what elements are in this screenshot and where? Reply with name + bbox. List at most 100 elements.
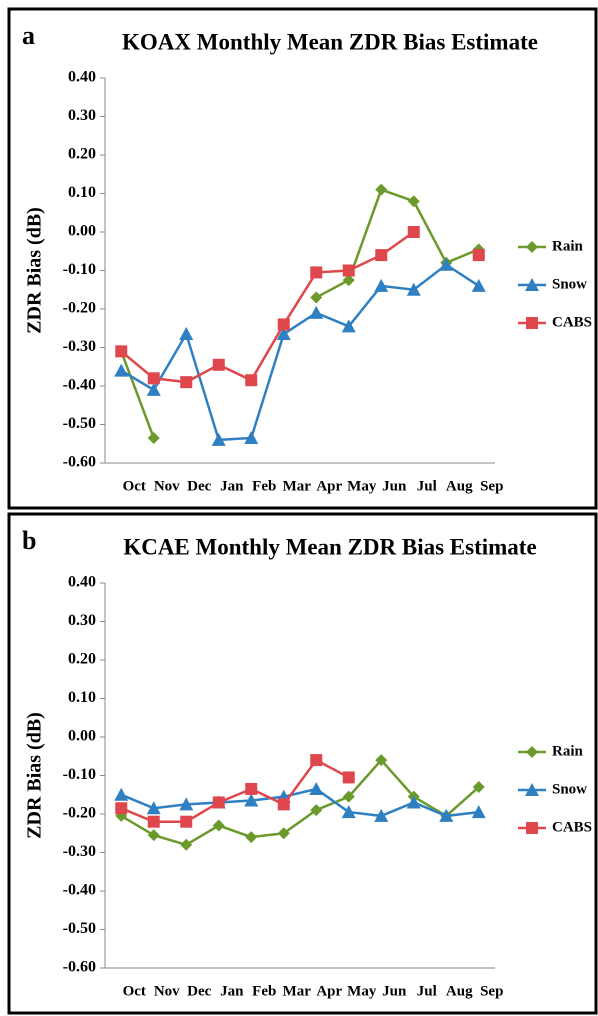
legend-marker	[526, 746, 538, 758]
triangle-marker	[406, 282, 421, 296]
y-tick-label: -0.50	[63, 920, 96, 937]
triangle-marker	[309, 305, 324, 319]
diamond-marker	[342, 274, 355, 287]
diamond-marker	[310, 804, 323, 817]
square-marker	[277, 798, 290, 811]
diamond-marker	[147, 829, 160, 842]
square-marker	[375, 249, 388, 262]
y-tick-label: -0.20	[63, 300, 96, 317]
triangle-marker	[406, 795, 421, 809]
series-line	[120, 188, 480, 439]
x-tick-label: Jan	[220, 478, 244, 494]
triangle-marker	[146, 382, 161, 396]
y-tick-label: -0.10	[63, 766, 96, 783]
diamond-marker	[147, 431, 160, 444]
triangle-marker	[244, 793, 259, 807]
square-marker	[147, 815, 160, 828]
diamond-marker	[407, 195, 420, 208]
triangle-marker	[211, 432, 226, 446]
x-tick-label: Jun	[382, 983, 407, 999]
diamond-marker	[277, 827, 290, 840]
diamond-marker	[472, 781, 485, 794]
triangle-marker	[439, 257, 454, 271]
x-tick-label: Sep	[480, 983, 503, 999]
square-marker	[147, 372, 160, 385]
y-tick-label: 0.10	[68, 689, 96, 706]
diamond-marker	[245, 831, 258, 844]
legend-label: Snow	[552, 276, 587, 292]
x-tick-label: Oct	[123, 478, 146, 494]
y-tick-label: -0.40	[63, 882, 96, 899]
square-marker	[310, 754, 323, 767]
triangle-marker	[341, 319, 356, 333]
y-tick-label: 0.30	[68, 612, 96, 629]
series-line	[121, 232, 479, 382]
series-line	[120, 787, 479, 818]
legend-label: CABS	[552, 819, 592, 835]
y-axis-label: ZDR Bias (dB)	[24, 207, 46, 334]
legend-marker	[526, 317, 538, 329]
y-tick-label: -0.10	[63, 261, 96, 278]
square-marker	[245, 374, 258, 387]
triangle-marker	[309, 781, 324, 795]
square-marker	[407, 226, 420, 238]
legend-label: CABS	[552, 314, 592, 330]
x-tick-label: Sep	[480, 478, 503, 494]
legend-label: Snow	[552, 781, 587, 797]
triangle-marker	[179, 327, 194, 341]
square-marker	[212, 796, 225, 809]
y-tick-label: -0.50	[63, 415, 96, 432]
square-marker	[310, 266, 323, 279]
triangle-marker	[276, 327, 291, 341]
legend-marker	[525, 278, 539, 291]
y-tick-label: 0.00	[68, 223, 96, 240]
x-tick-label: Apr	[316, 983, 342, 999]
x-tick-label: Jan	[220, 983, 244, 999]
y-tick-label: 0.10	[68, 184, 96, 201]
y-tick-label: -0.30	[63, 338, 96, 355]
triangle-marker	[146, 801, 161, 815]
x-tick-label: Nov	[154, 478, 180, 494]
square-marker	[115, 802, 128, 815]
triangle-marker	[179, 797, 194, 811]
y-tick-label: 0.20	[68, 651, 96, 668]
y-tick-label: -0.40	[63, 377, 96, 394]
diamond-marker	[342, 790, 355, 803]
x-tick-label: Jul	[417, 478, 437, 494]
chart-title: KOAX Monthly Mean ZDR Bias Estimate	[122, 29, 538, 54]
square-marker	[472, 249, 485, 262]
triangle-marker	[244, 430, 259, 444]
square-marker	[245, 782, 258, 795]
series-line	[120, 758, 480, 847]
triangle-marker	[471, 278, 486, 292]
x-tick-label: Feb	[252, 983, 276, 999]
legend-marker	[526, 241, 538, 253]
square-marker	[277, 318, 290, 331]
x-tick-label: Nov	[154, 983, 180, 999]
x-tick-label: Dec	[187, 478, 211, 494]
square-marker	[212, 358, 225, 371]
triangle-marker	[341, 805, 356, 819]
x-tick-label: May	[347, 478, 377, 494]
x-tick-label: Feb	[252, 478, 276, 494]
panel-frame	[7, 7, 598, 510]
y-tick-label: 0.00	[68, 728, 96, 745]
x-tick-label: Dec	[187, 983, 211, 999]
square-marker	[342, 771, 355, 784]
square-marker	[180, 815, 193, 828]
x-tick-label: Jul	[417, 983, 437, 999]
y-tick-label: 0.30	[68, 107, 96, 124]
triangle-marker	[114, 787, 129, 801]
panel-label: b	[22, 526, 36, 555]
y-tick-label: 0.40	[68, 69, 96, 86]
triangle-marker	[439, 808, 454, 822]
chart-title: KCAE Monthly Mean ZDR Bias Estimate	[123, 534, 536, 559]
x-tick-label: Jun	[382, 478, 407, 494]
legend-label: Rain	[552, 238, 584, 254]
diamond-marker	[375, 754, 388, 767]
x-tick-label: Aug	[446, 983, 473, 999]
y-tick-label: -0.60	[63, 959, 96, 976]
legend-marker	[525, 783, 539, 796]
x-tick-label: Mar	[283, 983, 312, 999]
x-tick-label: Aug	[446, 478, 473, 494]
